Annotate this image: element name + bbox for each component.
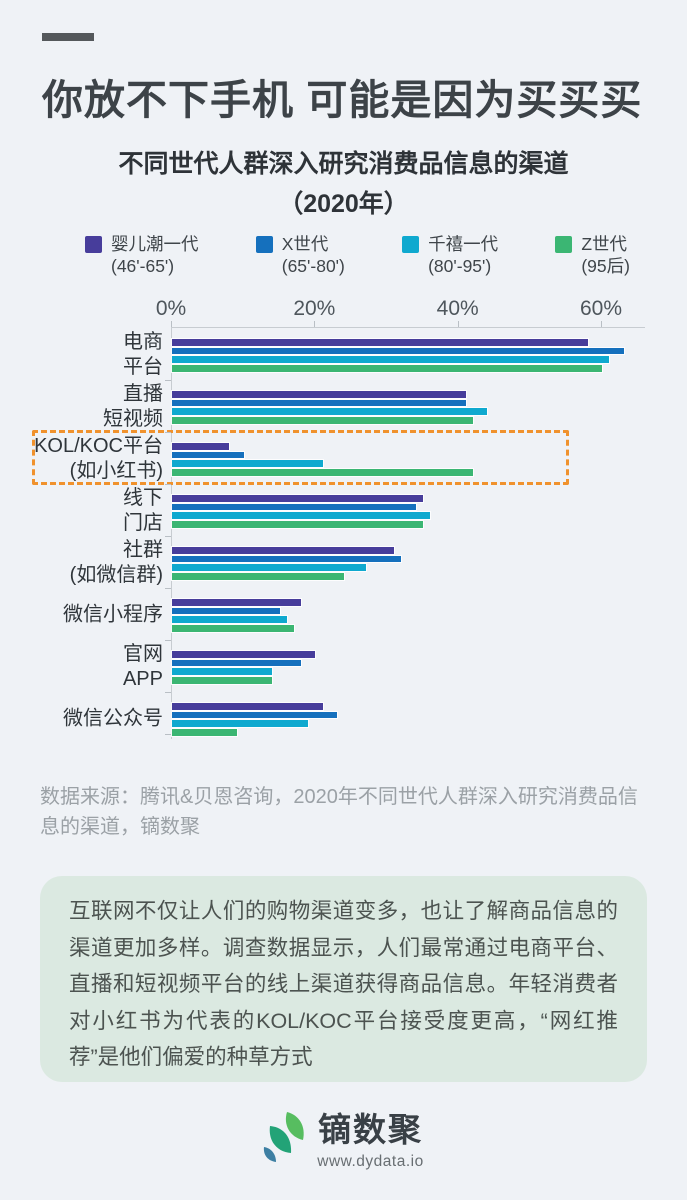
- category-label: 电商 平台: [123, 331, 163, 378]
- category-label: 直播 短视频: [103, 383, 163, 430]
- legend-swatch-icon: [402, 236, 420, 253]
- x-axis-tick: [171, 321, 172, 327]
- bar: [171, 606, 281, 616]
- category-label: KOL/KOC平台 (如小红书): [34, 435, 163, 482]
- x-axis-tick-label: 40%: [436, 297, 479, 320]
- x-axis-tick-label: 20%: [293, 297, 336, 320]
- legend-swatch-icon: [255, 236, 273, 253]
- kol-highlight-box: [32, 430, 569, 485]
- y-axis-tick: [165, 734, 171, 735]
- bar: [171, 702, 324, 711]
- bar: [170, 554, 403, 564]
- summary-note-box: 互联网不仅让人们的购物渠道变多，也让了解商品信息的渠道更加多样。调查数据显示，人…: [40, 876, 647, 1082]
- bar-chart: 0% 20% 40% 60% 电商 平台直播 短视频 KOL/KOC平台 (如小红书) 线下 门店社…: [32, 297, 645, 739]
- bar: [170, 719, 310, 728]
- chart-subtitle-line2: （2020年）: [278, 190, 409, 218]
- bar: [171, 502, 417, 512]
- y-axis-tick: [165, 640, 171, 641]
- bar: [171, 468, 474, 477]
- bar: [170, 546, 396, 555]
- accent-dash: [42, 33, 94, 41]
- chart-legend: 婴儿潮一代 (46'-65') X世代 (65'-80') 千禧一代 (80'-95') Z…: [85, 233, 630, 277]
- bar: [171, 658, 302, 668]
- y-axis-tick: [165, 484, 171, 485]
- brand-footer: 镝数聚 www.dydata.io: [0, 1103, 687, 1171]
- bar: [170, 676, 274, 685]
- leaf-logo-icon: [264, 1112, 304, 1162]
- x-axis-tick: [601, 321, 603, 327]
- category-label: 社群 (如微信群): [69, 539, 163, 586]
- category-label: 官网 APP: [122, 643, 163, 690]
- summary-note-text: 互联网不仅让人们的购物渠道变多，也让了解商品信息的渠道更加多样。调查数据显示，人…: [69, 899, 618, 1069]
- x-axis-tick: [457, 321, 459, 327]
- bar: [171, 710, 338, 720]
- bar: [171, 338, 589, 347]
- legend-label: 婴儿潮一代 (46'-65'): [111, 234, 199, 276]
- chart-subtitle-line1: 不同世代人群深入研究消费品信息的渠道: [118, 150, 569, 178]
- bar: [170, 650, 317, 659]
- x-axis-tick-label: 0%: [155, 297, 187, 320]
- x-axis-tick: [314, 321, 316, 327]
- brand-text-block: 镝数聚 www.dydata.io: [317, 1103, 423, 1171]
- bar: [171, 563, 367, 572]
- bar: [171, 346, 625, 356]
- bar: [171, 615, 288, 624]
- y-axis-line: [171, 327, 172, 739]
- y-axis-tick: [165, 536, 171, 537]
- y-axis-tick: [165, 432, 171, 433]
- category-label: 线下 门店: [123, 487, 163, 534]
- bar: [170, 364, 604, 373]
- bar: [171, 624, 295, 633]
- x-axis-line: [171, 327, 645, 328]
- bar: [170, 355, 611, 364]
- bar: [171, 511, 431, 520]
- bar: [170, 442, 231, 451]
- brand-url: www.dydata.io: [317, 1153, 424, 1170]
- y-axis-tick: [165, 692, 171, 693]
- legend-swatch-icon: [85, 236, 102, 253]
- bar: [171, 450, 245, 460]
- legend-label: 千禧一代 (80'-95'): [428, 234, 499, 276]
- y-axis-tick: [165, 588, 171, 589]
- bar: [170, 667, 274, 676]
- y-axis-tick: [165, 380, 171, 381]
- bar: [170, 407, 489, 416]
- bar: [171, 572, 345, 581]
- legend-item-3: Z世代 (95后): [555, 233, 630, 277]
- bar: [171, 728, 238, 737]
- chart-subtitle: 不同世代人群深入研究消费品信息的渠道 （2020年）: [0, 144, 687, 224]
- legend-swatch-icon: [555, 236, 573, 253]
- bar: [171, 416, 474, 425]
- bar: [171, 459, 324, 468]
- bar: [171, 390, 467, 399]
- bar: [171, 520, 424, 529]
- page-title: 你放不下手机 可能是因为买买买: [42, 77, 643, 123]
- x-axis-tick-label: 60%: [580, 297, 623, 320]
- bar: [171, 598, 302, 607]
- bar: [171, 398, 467, 408]
- bar: [171, 494, 424, 503]
- legend-item-1: X世代 (65'-80'): [255, 233, 345, 277]
- legend-label: X世代 (65'-80'): [281, 234, 345, 276]
- legend-item-2: 千禧一代 (80'-95'): [402, 233, 498, 277]
- brand-name: 镝数聚: [317, 1111, 423, 1148]
- legend-label: Z世代 (95后): [581, 234, 630, 276]
- category-label: 微信小程序: [63, 603, 163, 626]
- data-source-note: 数据来源：腾讯&贝恩咨询，2020年不同世代人群深入研究消费品信息的渠道，镝数聚: [40, 786, 638, 838]
- category-label: 微信公众号: [63, 707, 163, 730]
- legend-item-0: 婴儿潮一代 (46'-65'): [85, 233, 199, 277]
